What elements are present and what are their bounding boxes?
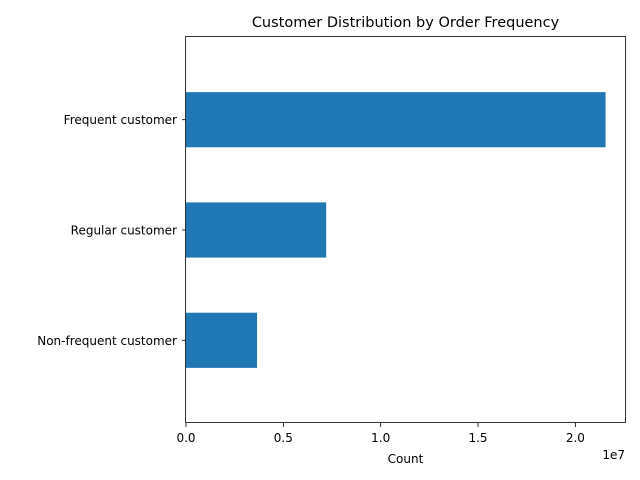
bar-frequent-customer <box>186 92 606 148</box>
x-axis-label: Count <box>388 452 424 466</box>
bar-non-frequent-customer <box>186 312 258 368</box>
x-tick-label: 1.0 <box>371 431 390 445</box>
x-tick-label: 0.0 <box>176 431 195 445</box>
x-tick-label: 1.5 <box>468 431 487 445</box>
chart-title: Customer Distribution by Order Frequency <box>252 15 560 31</box>
y-tick-label: Frequent customer <box>64 113 177 127</box>
plot-frame <box>185 36 626 423</box>
y-tick-label: Regular customer <box>71 224 177 238</box>
y-tick-label: Non-frequent customer <box>37 334 177 348</box>
y-tick-labels: Frequent customer Regular customer Non-fre… <box>37 113 186 348</box>
bars-group <box>186 92 606 368</box>
x-tick-labels: 0.0 0.5 1.0 1.5 2.0 <box>176 423 585 445</box>
bar-regular-customer <box>186 202 327 258</box>
x-axis-offset-text: 1e7 <box>602 448 625 462</box>
x-tick-label: 2.0 <box>566 431 585 445</box>
x-tick-label: 0.5 <box>274 431 293 445</box>
